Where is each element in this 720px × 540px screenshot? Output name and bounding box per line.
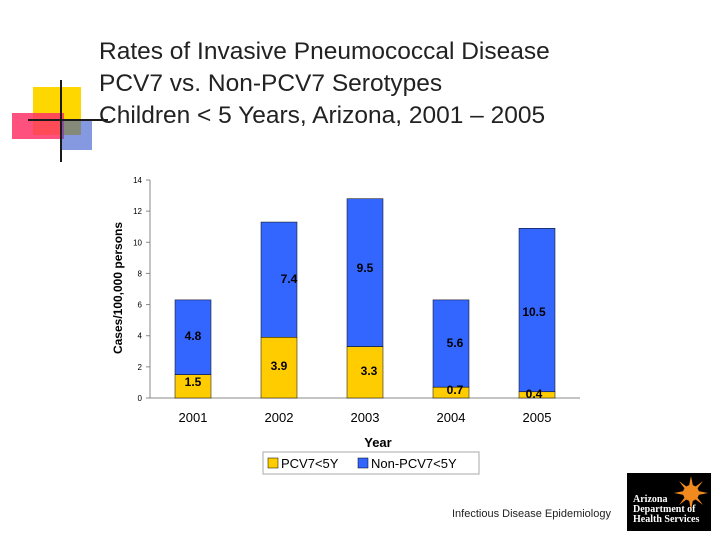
y-tick-label: 2 (138, 363, 143, 372)
data-label-non-pcv7-2004: 5.6 (447, 336, 464, 350)
y-tick-label: 14 (133, 176, 142, 185)
legend-label-non-pcv7: Non-PCV7<5Y (371, 456, 457, 471)
adhs-logo: Arizona Department of Health Services (627, 473, 711, 531)
bar-non-pcv7-2003 (346, 198, 384, 347)
footer-text: Infectious Disease Epidemiology (452, 508, 611, 520)
bar-non-pcv7-2001 (174, 299, 212, 375)
slide-title: Rates of Invasive Pneumococcal Disease P… (99, 36, 699, 132)
title-line-3: Children < 5 Years, Arizona, 2001 – 2005 (99, 102, 546, 129)
x-tick-label: 2005 (523, 410, 552, 425)
sun-icon (674, 476, 708, 510)
legend-swatch-non-pcv7 (357, 457, 369, 469)
legend-box (262, 451, 480, 475)
deco-blue-square (62, 120, 92, 150)
deco-red-square (12, 113, 64, 139)
data-label-pcv7-2005: 0.4 (526, 387, 543, 401)
deco-horizontal-line (28, 119, 108, 121)
y-axis-label: Cases/100,000 persons (111, 222, 125, 354)
y-tick-label: 10 (133, 238, 142, 247)
data-label-pcv7-2001: 1.5 (185, 375, 202, 389)
data-label-pcv7-2002: 3.9 (271, 359, 288, 373)
data-label-pcv7-2003: 3.3 (361, 364, 378, 378)
stacked-bar-chart: 0 2 4 6 8 10 12 14 2001 2002 2003 2004 2005 1.5 4.8 3.… (111, 176, 580, 475)
logo-line-2: Department of (633, 504, 696, 515)
logo-line-3: Health Services (633, 514, 700, 525)
data-label-non-pcv7-2003: 9.5 (357, 261, 374, 275)
legend-label-pcv7: PCV7<5Y (281, 456, 339, 471)
title-line-2: PCV7 vs. Non-PCV7 Serotypes (99, 70, 443, 97)
x-tick-label: 2002 (265, 410, 294, 425)
title-line-1: Rates of Invasive Pneumococcal Disease (99, 38, 550, 65)
bar-pcv7-2002 (260, 337, 298, 399)
bar-non-pcv7-2005 (518, 228, 556, 393)
deco-vertical-line (60, 80, 62, 162)
y-tick-label: 8 (138, 269, 143, 278)
bar-non-pcv7-2002 (260, 221, 298, 338)
bar-non-pcv7-2004 (432, 299, 470, 388)
data-label-non-pcv7-2001: 4.8 (185, 329, 202, 343)
logo-line-1: Arizona (633, 494, 668, 505)
x-tick-label: 2003 (351, 410, 380, 425)
legend-swatch-pcv7 (267, 457, 279, 469)
y-tick-label: 12 (133, 207, 142, 216)
x-axis-label: Year (364, 435, 391, 450)
chart-legend: PCV7<5Y Non-PCV7<5Y (262, 451, 480, 475)
chart-bars (174, 198, 556, 399)
x-tick-label: 2004 (437, 410, 466, 425)
y-tick-label: 4 (138, 332, 143, 341)
data-label-pcv7-2004: 0.7 (447, 383, 464, 397)
data-label-non-pcv7-2002: 7.4 (281, 272, 298, 286)
chart-bar-labels: 1.5 4.8 3.9 7.4 3.3 9.5 0.7 5.6 0.4 10.5 (185, 261, 546, 401)
y-tick-label: 0 (138, 394, 143, 403)
data-label-non-pcv7-2005: 10.5 (522, 305, 546, 319)
x-tick-label: 2001 (179, 410, 208, 425)
bar-pcv7-2003 (346, 346, 384, 399)
y-tick-label: 6 (138, 301, 143, 310)
